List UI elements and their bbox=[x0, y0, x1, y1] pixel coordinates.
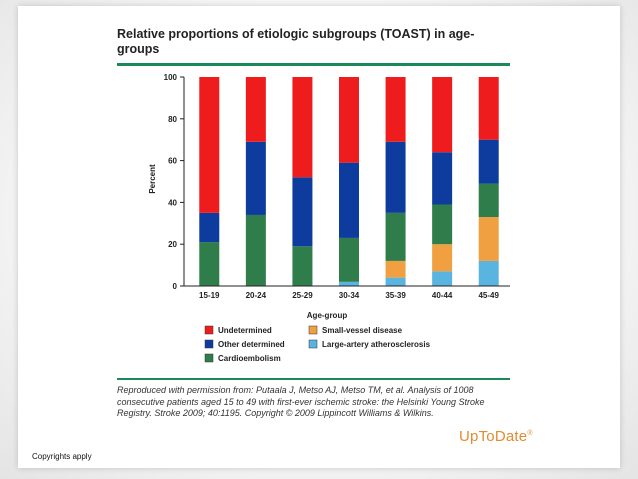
bar-segment-cardioembolism-45-49 bbox=[478, 183, 499, 218]
logo-mark: ® bbox=[527, 430, 533, 437]
x-tick-label: 25-29 bbox=[292, 291, 313, 300]
bar-segment-other-determined-20-24 bbox=[245, 141, 266, 215]
bar-segment-small-vessel-disease-35-39 bbox=[385, 260, 406, 278]
figure-card: Relative proportions of etiologic subgro… bbox=[117, 19, 532, 445]
legend-swatch bbox=[308, 325, 318, 335]
logo-text: UpToDate bbox=[459, 428, 528, 445]
bar-segment-undetermined-30-34 bbox=[339, 77, 359, 163]
x-tick-label: 45-49 bbox=[478, 291, 499, 300]
bar-segment-undetermined-25-29 bbox=[292, 77, 313, 178]
legend-label: Other determined bbox=[218, 340, 285, 349]
bar-segment-small-vessel-disease-45-49 bbox=[478, 217, 499, 261]
bar-segment-other-determined-30-34 bbox=[339, 162, 359, 238]
x-tick-label: 40-44 bbox=[432, 291, 453, 300]
y-tick-label: 100 bbox=[164, 73, 178, 82]
bar-segment-other-determined-25-29 bbox=[292, 177, 313, 247]
bar-segment-large-artery-atherosclerosis-40-44 bbox=[432, 271, 453, 286]
stacked-bar-chart: 0 20 40 60 80 100 15-19 20-24 25-29 30-34 35-39 40… bbox=[148, 73, 510, 363]
bar-segment-large-artery-atherosclerosis-45-49 bbox=[478, 260, 499, 286]
bar-segment-undetermined-20-24 bbox=[245, 77, 266, 142]
y-axis-label: Percent bbox=[148, 164, 157, 194]
bar-segment-undetermined-45-49 bbox=[478, 77, 499, 140]
bar-segment-cardioembolism-40-44 bbox=[432, 204, 453, 245]
x-tick-label: 30-34 bbox=[339, 291, 360, 300]
y-tick-label: 0 bbox=[173, 282, 178, 291]
bar-segment-other-determined-15-19 bbox=[199, 212, 220, 243]
bar-segment-other-determined-45-49 bbox=[478, 139, 499, 184]
legend-label: Cardioembolism bbox=[218, 354, 281, 363]
bar-segment-undetermined-15-19 bbox=[199, 77, 220, 213]
title-divider bbox=[117, 63, 510, 66]
x-tick-label: 35-39 bbox=[385, 291, 406, 300]
legend-label: Small-vessel disease bbox=[322, 326, 403, 335]
bar-segment-small-vessel-disease-40-44 bbox=[432, 244, 453, 272]
legend-swatch bbox=[308, 339, 318, 349]
bar-segment-cardioembolism-25-29 bbox=[292, 246, 313, 286]
y-tick-label: 80 bbox=[168, 115, 177, 124]
legend-swatch bbox=[204, 353, 214, 363]
x-tick-label: 20-24 bbox=[246, 291, 267, 300]
bar-segment-large-artery-atherosclerosis-35-39 bbox=[385, 277, 406, 286]
bar-segment-other-determined-40-44 bbox=[432, 152, 453, 205]
bar-segment-cardioembolism-20-24 bbox=[245, 214, 266, 286]
bar-segment-large-artery-atherosclerosis-30-34 bbox=[339, 281, 359, 286]
bar-segment-other-determined-35-39 bbox=[385, 141, 406, 213]
uptodate-logo: UpToDate® bbox=[459, 428, 533, 445]
legend-swatch bbox=[204, 325, 214, 335]
y-tick-label: 60 bbox=[168, 157, 177, 166]
legend-label: Large-artery atherosclerosis bbox=[322, 340, 431, 349]
y-tick-label: 20 bbox=[168, 240, 177, 249]
legend-label: Undetermined bbox=[218, 326, 272, 335]
legend-swatch bbox=[204, 339, 214, 349]
bar-segment-undetermined-40-44 bbox=[432, 77, 453, 153]
bar-segment-undetermined-35-39 bbox=[385, 77, 406, 142]
bar-segment-cardioembolism-15-19 bbox=[199, 242, 220, 286]
bar-segment-cardioembolism-35-39 bbox=[385, 212, 406, 261]
copyright-note: Copyrights apply bbox=[32, 452, 92, 461]
x-axis-label: Age-group bbox=[307, 311, 348, 320]
bar-segment-cardioembolism-30-34 bbox=[339, 237, 359, 282]
x-tick-label: 15-19 bbox=[199, 291, 220, 300]
source-note: Reproduced with permission from: Putaala… bbox=[117, 385, 485, 418]
chart-title: Relative proportions of etiologic subgro… bbox=[117, 27, 475, 56]
y-tick-label: 40 bbox=[168, 198, 177, 207]
source-divider bbox=[117, 378, 510, 380]
